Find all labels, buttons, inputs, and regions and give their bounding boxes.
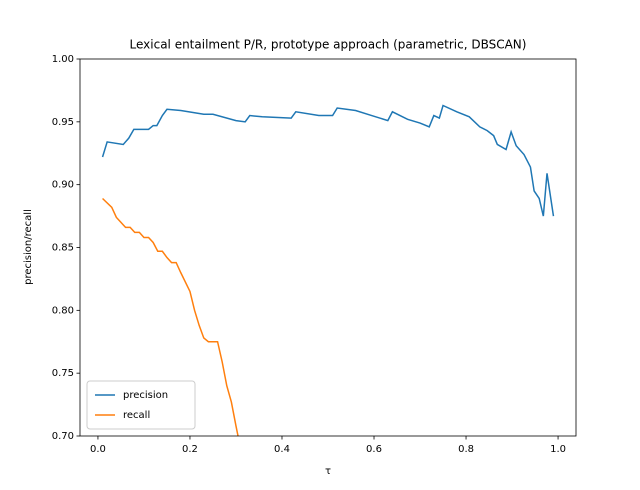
x-tick-label: 0.2 [182,444,198,455]
y-axis-label: precision/recall [23,209,34,285]
legend-label: recall [123,410,150,421]
y-tick-label: 0.70 [52,431,74,442]
line-series [101,104,555,217]
x-tick-label: 0.4 [274,444,290,455]
x-axis-label: τ [325,466,331,477]
legend-box [86,380,196,430]
y-tick-label: 0.80 [52,305,74,316]
x-tick-label: 1.0 [550,444,566,455]
y-tick-label: 0.85 [52,243,74,254]
plot-area [101,104,555,436]
x-tick-label: 0.6 [366,444,382,455]
x-tick-label: 0.8 [458,444,474,455]
line-series [102,197,239,436]
y-tick-label: 1.00 [52,54,74,65]
x-tick-label: 0.0 [90,444,106,455]
chart-title: Lexical entailment P/R, prototype approa… [130,38,527,52]
y-tick-label: 0.95 [52,117,74,128]
legend-label: precision [123,390,168,401]
y-tick-label: 0.90 [52,180,74,191]
y-tick-label: 0.75 [52,368,74,379]
